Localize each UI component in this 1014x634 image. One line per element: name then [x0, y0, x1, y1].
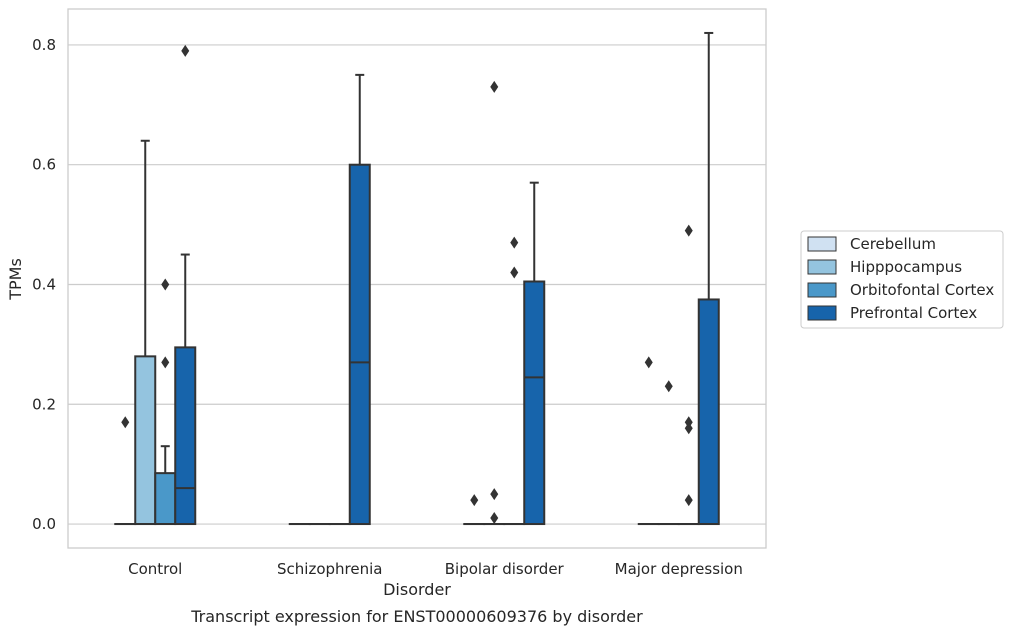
plot-frame — [67, 8, 767, 549]
outlier-point — [684, 224, 693, 237]
legend-frame — [800, 230, 1004, 329]
legend-items: Cerebellum Hipppocampus Orbitofontal Corte… — [807, 235, 994, 322]
x-tick-label: Major depression — [615, 560, 743, 578]
box-group — [134, 139, 157, 526]
box — [174, 346, 197, 526]
legend-label: Prefrontal Cortex — [850, 304, 977, 322]
outlier-point — [684, 422, 693, 435]
x-axis-ticks: Control Schizophrenia Bipolar disorder Majo… — [128, 560, 743, 578]
x-axis-label: Disorder — [383, 580, 451, 599]
box-group — [697, 31, 720, 526]
legend-swatch — [807, 282, 837, 298]
box — [134, 355, 157, 526]
y-tick-label: 0.0 — [32, 515, 56, 533]
box-group — [348, 73, 371, 526]
legend-swatch — [807, 305, 837, 321]
y-axis-label: TPMs — [6, 258, 25, 301]
legend-label: Orbitofontal Cortex — [850, 281, 994, 299]
y-tick-label: 0.8 — [32, 36, 56, 54]
outlier-point — [644, 356, 653, 369]
y-axis-ticks: 0.0 0.2 0.4 0.6 0.8 — [32, 36, 56, 533]
outlier-point — [510, 266, 519, 279]
box-group — [154, 278, 177, 526]
outlier-point — [490, 80, 499, 93]
boxes — [114, 31, 720, 526]
outlier-point — [664, 380, 673, 393]
x-tick-label: Control — [128, 560, 182, 578]
outlier-point — [684, 494, 693, 507]
outlier-point — [161, 278, 170, 291]
box-group — [174, 44, 197, 526]
outlier-point — [121, 416, 130, 429]
outlier-point — [470, 494, 479, 507]
outlier-point — [181, 44, 190, 57]
legend-label: Cerebellum — [850, 235, 936, 253]
box — [154, 472, 177, 526]
legend: Cerebellum Hipppocampus Orbitofontal Corte… — [800, 230, 1004, 329]
box-group — [503, 236, 526, 526]
legend-swatch — [807, 236, 837, 252]
outlier-point — [510, 236, 519, 249]
chart-caption: Transcript expression for ENST0000060937… — [190, 607, 643, 626]
box — [697, 298, 720, 526]
x-tick-label: Schizophrenia — [277, 560, 382, 578]
box-group — [637, 356, 660, 526]
legend-swatch — [807, 259, 837, 275]
y-tick-label: 0.2 — [32, 395, 56, 413]
box — [348, 163, 371, 526]
box — [523, 280, 546, 526]
outlier-point — [490, 488, 499, 501]
y-tick-label: 0.4 — [32, 275, 56, 293]
x-tick-label: Bipolar disorder — [445, 560, 565, 578]
y-tick-label: 0.6 — [32, 156, 56, 174]
box-group — [523, 181, 546, 526]
outlier-point — [490, 512, 499, 525]
legend-label: Hipppocampus — [850, 258, 962, 276]
plot-area — [68, 9, 766, 548]
outlier-point — [161, 356, 170, 369]
